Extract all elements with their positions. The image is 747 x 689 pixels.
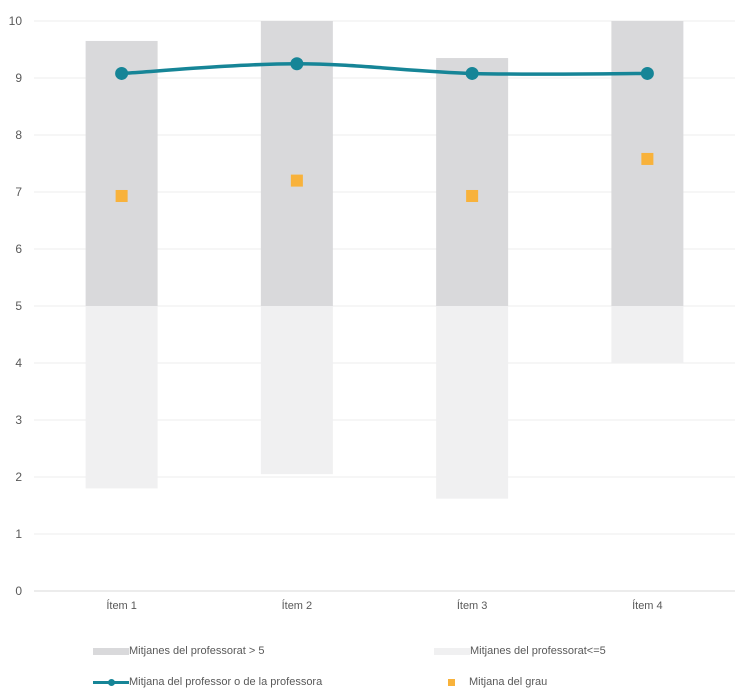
bar-lower	[436, 306, 509, 499]
teacher-mean-point	[115, 66, 129, 80]
legend-swatch-lower-bars	[434, 647, 470, 655]
legend-label-teacher-line: Mitjana del professor o de la professora	[129, 676, 323, 688]
x-tick-label: Ítem 1	[106, 599, 137, 612]
degree-mean-marker	[290, 174, 303, 187]
legend-label-degree-marker: Mitjana del grau	[469, 676, 548, 688]
legend-label-upper-bars: Mitjanes del professorat > 5	[129, 645, 265, 657]
y-tick-label: 4	[15, 356, 22, 370]
y-tick-label: 3	[15, 413, 22, 427]
bar-upper	[436, 58, 509, 306]
y-tick-label: 5	[15, 299, 22, 313]
y-tick-label: 9	[15, 71, 22, 85]
x-tick-label: Ítem 4	[632, 599, 663, 612]
legend-item-upper-bars: Mitjanes del professorat > 5	[93, 645, 264, 657]
degree-mean-marker	[641, 152, 654, 165]
y-axis-ticks: 0 1 2 3 4 5 6 7 8 9 10	[9, 14, 23, 598]
legend-item-degree-marker: Mitjana del grau	[434, 676, 547, 688]
teacher-mean-line	[115, 57, 654, 80]
legend-label-lower-bars: Mitjanes del professorat<=5	[470, 645, 606, 657]
legend-swatch-degree-marker	[448, 678, 455, 686]
legend-swatch-upper-bars	[93, 647, 129, 655]
bar-lower	[611, 306, 684, 363]
legend-item-teacher-line: Mitjana del professor o de la professora	[93, 676, 322, 688]
degree-mean-marker	[115, 189, 128, 202]
y-tick-label: 10	[9, 14, 23, 28]
y-tick-label: 2	[15, 470, 22, 484]
degree-mean-marker	[466, 189, 479, 202]
y-tick-label: 0	[15, 584, 22, 598]
x-axis-ticks: Ítem 1 Ítem 2 Ítem 3 Ítem 4	[106, 599, 662, 612]
teacher-mean-path	[119, 61, 650, 76]
y-tick-label: 8	[15, 128, 22, 142]
y-tick-label: 6	[15, 242, 22, 256]
teacher-mean-point	[465, 66, 479, 80]
teacher-mean-point	[640, 66, 654, 80]
bars	[85, 21, 684, 499]
x-tick-label: Ítem 3	[457, 599, 488, 612]
x-tick-label: Ítem 2	[282, 599, 313, 612]
bar-upper	[85, 40, 158, 306]
bar-lower	[85, 306, 158, 489]
bar-lower	[260, 306, 333, 475]
teacher-mean-point	[290, 57, 304, 71]
y-tick-label: 1	[15, 527, 22, 541]
degree-mean-markers	[115, 152, 654, 202]
legend-swatch-teacher-line	[93, 677, 129, 687]
legend-item-lower-bars: Mitjanes del professorat<=5	[434, 645, 606, 657]
y-tick-label: 7	[15, 185, 22, 199]
